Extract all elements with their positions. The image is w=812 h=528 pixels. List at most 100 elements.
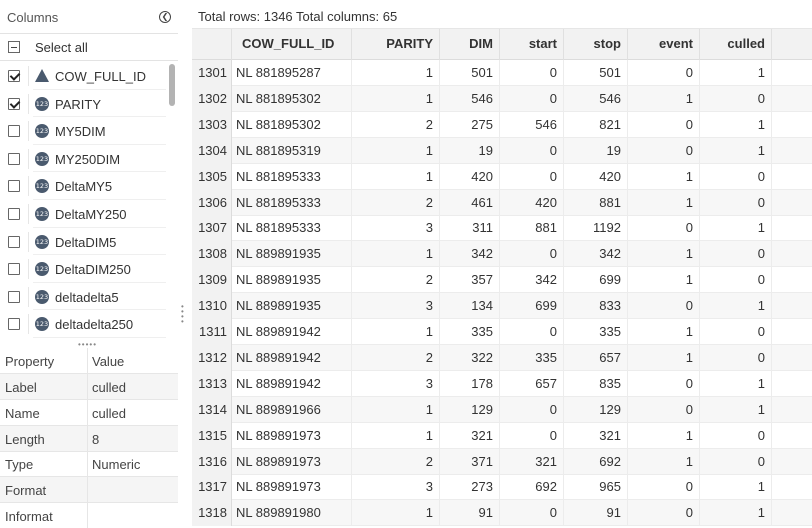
table-cell[interactable]: 1	[700, 60, 772, 86]
table-cell[interactable]: 1	[700, 370, 772, 397]
column-header-parity[interactable]: PARITY	[352, 29, 440, 61]
table-cell[interactable]: 1	[628, 241, 700, 268]
table-cell[interactable]: NL 889891935	[232, 241, 352, 268]
table-cell[interactable]: 1	[700, 474, 772, 501]
panel-split-handle[interactable]: •••••	[78, 340, 98, 349]
table-cell[interactable]: 461	[440, 189, 500, 216]
table-row[interactable]: 1304 NL 881895319 1 19 0 19 0 1	[192, 137, 812, 164]
table-cell[interactable]: 91	[440, 500, 500, 527]
table-cell[interactable]: 2	[352, 267, 440, 294]
table-cell[interactable]: 0	[500, 422, 564, 449]
table-cell[interactable]: 420	[564, 163, 628, 190]
table-cell[interactable]: 821	[564, 111, 628, 138]
column-checkbox[interactable]	[8, 70, 20, 82]
table-cell[interactable]: 335	[500, 344, 564, 371]
column-header-dim[interactable]: DIM	[440, 29, 500, 61]
column-checkbox[interactable]	[8, 180, 20, 193]
table-cell[interactable]: 322	[440, 344, 500, 371]
table-cell[interactable]: 0	[500, 396, 564, 423]
table-cell[interactable]: 835	[564, 370, 628, 397]
table-cell[interactable]: 881	[500, 215, 564, 242]
table-cell[interactable]: 134	[440, 293, 500, 320]
table-cell[interactable]: NL 889891973	[232, 422, 352, 449]
column-checkbox[interactable]	[8, 97, 20, 110]
table-cell[interactable]: 0	[700, 319, 772, 345]
column-item[interactable]: 123 deltadelta250	[0, 310, 166, 338]
table-cell[interactable]: NL 889891935	[232, 293, 352, 320]
table-cell[interactable]: 692	[564, 448, 628, 475]
table-cell[interactable]: 1	[700, 396, 772, 423]
table-cell[interactable]: 0	[500, 137, 564, 164]
column-checkbox[interactable]	[8, 208, 20, 220]
column-checkbox[interactable]	[8, 318, 20, 331]
table-cell[interactable]: 342	[564, 241, 628, 268]
table-cell[interactable]: 1	[700, 111, 772, 138]
table-cell[interactable]: 0	[500, 500, 564, 527]
table-cell[interactable]: 965	[564, 474, 628, 501]
table-cell[interactable]: 2	[352, 448, 440, 475]
table-cell[interactable]: NL 881895287	[232, 60, 352, 86]
table-row[interactable]: 1305 NL 881895333 1 420 0 420 1 0	[192, 163, 812, 190]
table-cell[interactable]: 1	[352, 422, 440, 449]
table-cell[interactable]: 1	[352, 60, 440, 86]
table-cell[interactable]: 3	[352, 215, 440, 242]
table-cell[interactable]: 129	[564, 396, 628, 423]
table-cell[interactable]: 335	[440, 319, 500, 345]
column-item[interactable]: 123 DeltaMY250	[0, 200, 166, 228]
table-cell[interactable]: 91	[564, 500, 628, 527]
table-cell[interactable]: 0	[500, 60, 564, 86]
table-cell[interactable]: NL 889891980	[232, 500, 352, 527]
column-item[interactable]: 123 PARITY	[0, 90, 166, 118]
table-cell[interactable]: 2	[352, 189, 440, 216]
table-cell[interactable]: 1	[700, 215, 772, 242]
table-cell[interactable]: 699	[500, 293, 564, 320]
table-row[interactable]: 1310 NL 889891935 3 134 699 833 0 1	[192, 293, 812, 320]
table-cell[interactable]: 1	[352, 241, 440, 268]
table-cell[interactable]: NL 889891942	[232, 370, 352, 397]
table-cell[interactable]: 0	[628, 111, 700, 138]
table-cell[interactable]: 357	[440, 267, 500, 294]
table-row[interactable]: 1306 NL 881895333 2 461 420 881 1 0	[192, 189, 812, 216]
table-cell[interactable]: 420	[440, 163, 500, 190]
column-item[interactable]: 123 DeltaDIM5	[0, 228, 166, 256]
table-row[interactable]: 1316 NL 889891973 2 371 321 692 1 0	[192, 448, 812, 475]
table-cell[interactable]: 0	[700, 344, 772, 371]
table-cell[interactable]: 1	[628, 85, 700, 112]
table-cell[interactable]: 0	[628, 137, 700, 164]
table-cell[interactable]: 699	[564, 267, 628, 294]
table-cell[interactable]: 657	[564, 344, 628, 371]
table-row[interactable]: 1315 NL 889891973 1 321 0 321 1 0	[192, 422, 812, 449]
table-cell[interactable]: 2	[352, 111, 440, 138]
table-cell[interactable]: 2	[352, 344, 440, 371]
table-cell[interactable]: 1	[628, 448, 700, 475]
table-cell[interactable]: 0	[628, 293, 700, 320]
table-cell[interactable]: 1	[700, 500, 772, 527]
column-item[interactable]: 123 DeltaDIM250	[0, 255, 166, 283]
table-cell[interactable]: 1	[628, 267, 700, 294]
table-row[interactable]: 1312 NL 889891942 2 322 335 657 1 0	[192, 344, 812, 371]
table-cell[interactable]: NL 881895333	[232, 215, 352, 242]
table-cell[interactable]: 546	[440, 85, 500, 112]
column-list-scrollbar[interactable]	[169, 64, 175, 106]
table-cell[interactable]: 342	[500, 267, 564, 294]
column-item[interactable]: 123 DeltaMY5	[0, 172, 166, 200]
table-cell[interactable]: 0	[700, 85, 772, 112]
table-cell[interactable]: 1	[700, 293, 772, 320]
table-cell[interactable]: 833	[564, 293, 628, 320]
column-header-stop[interactable]: stop	[564, 29, 628, 61]
table-cell[interactable]: 0	[500, 85, 564, 112]
table-cell[interactable]: 0	[628, 500, 700, 527]
column-checkbox[interactable]	[8, 235, 20, 248]
table-cell[interactable]: 0	[628, 60, 700, 86]
table-cell[interactable]: 1	[628, 422, 700, 449]
table-cell[interactable]: 657	[500, 370, 564, 397]
table-cell[interactable]: 0	[628, 215, 700, 242]
table-row[interactable]: 1311 NL 889891942 1 335 0 335 1 0	[192, 319, 812, 345]
table-cell[interactable]: NL 889891942	[232, 344, 352, 371]
table-cell[interactable]: 1	[352, 396, 440, 423]
panel-resize-handle[interactable]: • • • •	[181, 302, 184, 326]
column-item[interactable]: 123 MY5DIM	[0, 117, 166, 145]
table-cell[interactable]: 0	[500, 241, 564, 268]
table-cell[interactable]: NL 881895302	[232, 111, 352, 138]
table-row[interactable]: 1313 NL 889891942 3 178 657 835 0 1	[192, 370, 812, 397]
